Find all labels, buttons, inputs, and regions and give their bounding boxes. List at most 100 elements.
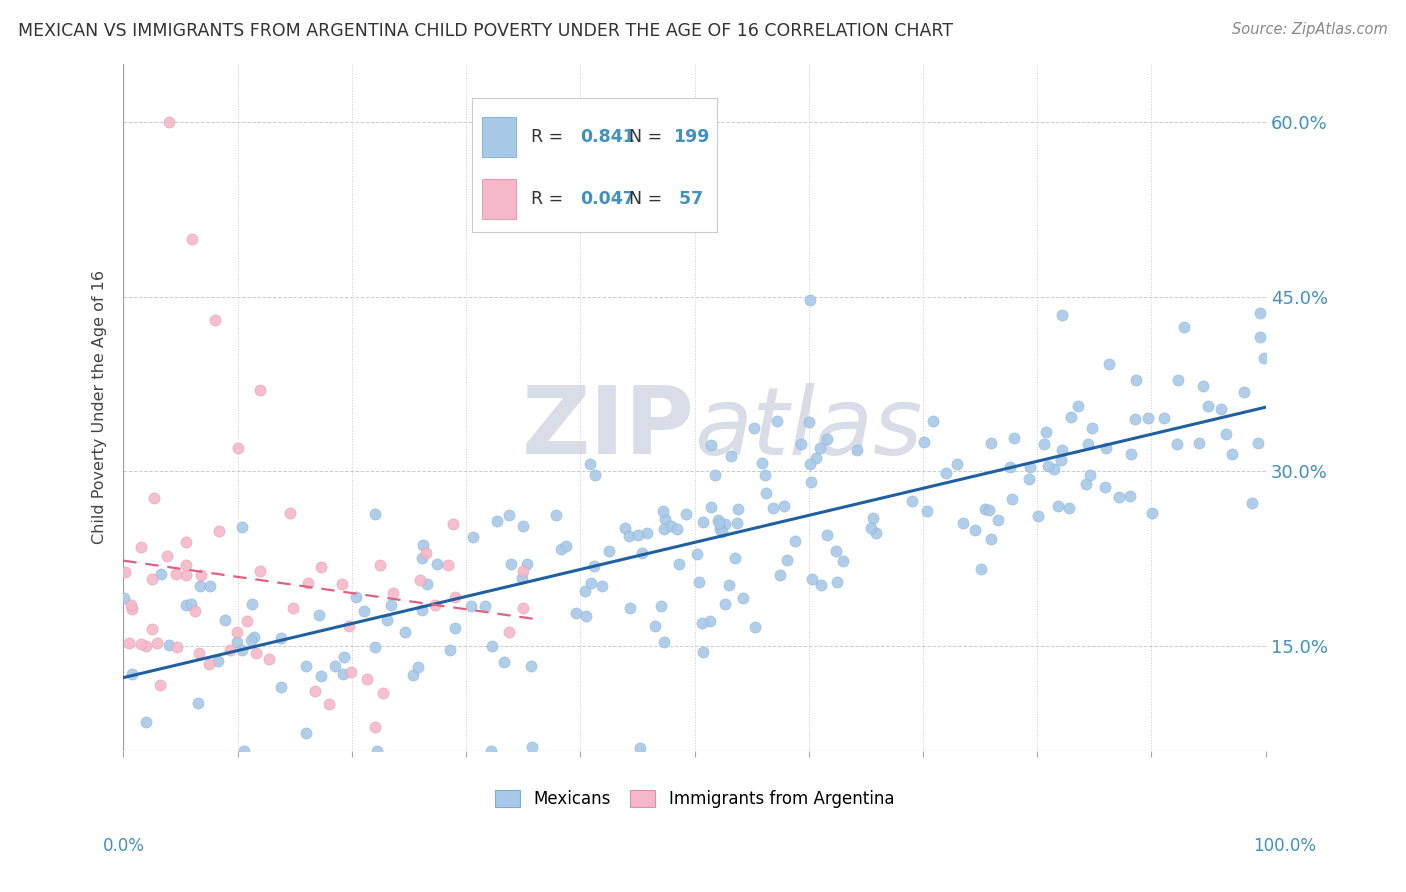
Point [323,659,346,673]
Point [332,666,354,681]
Point [512,601,534,615]
Point [709,522,731,536]
Point [1167,372,1189,386]
Point [187,646,209,660]
Point [1192,379,1215,393]
Point [498,625,520,640]
Point [583,468,606,483]
Point [582,559,605,574]
Point [231,643,253,657]
Point [353,604,375,618]
Point [1249,329,1271,343]
Point [235,614,257,628]
Point [174,568,197,582]
Point [980,532,1002,546]
Point [180,597,202,611]
Point [402,668,425,682]
Point [423,598,446,612]
Point [1050,443,1073,458]
Point [636,525,658,540]
Point [1209,402,1232,417]
Legend: Mexicans, Immigrants from Argentina: Mexicans, Immigrants from Argentina [488,783,901,814]
Point [270,631,292,645]
Point [270,680,292,694]
Point [654,512,676,526]
Point [308,608,330,623]
Point [707,516,730,531]
Point [311,560,333,574]
Point [461,530,484,544]
Point [1215,427,1237,442]
Point [129,540,152,554]
Point [817,432,839,446]
Point [977,503,1000,517]
Point [145,636,167,650]
Point [180,232,202,246]
Point [184,604,207,618]
Point [1233,384,1256,399]
Point [731,591,754,605]
Point [613,521,636,535]
Point [249,564,271,578]
Point [364,640,387,654]
Point [980,435,1002,450]
Point [304,684,326,698]
Point [1060,409,1083,424]
Point [411,550,433,565]
Point [339,665,361,679]
Point [522,739,544,754]
Point [394,625,416,640]
Point [865,526,887,541]
Text: 100.0%: 100.0% [1253,837,1316,855]
Point [659,518,682,533]
Point [1118,489,1140,503]
Point [1123,412,1146,426]
Point [498,508,520,523]
Point [1173,320,1195,334]
Point [751,456,773,470]
Point [157,638,180,652]
Point [204,313,226,327]
Point [575,608,598,623]
Point [371,686,394,700]
Point [165,566,187,581]
Point [692,645,714,659]
Point [333,650,356,665]
Point [1067,399,1090,413]
Point [1057,500,1080,515]
Point [1002,431,1025,445]
Point [1035,425,1057,439]
Point [832,554,855,568]
Point [1137,411,1160,425]
Point [364,507,387,521]
Point [644,619,666,633]
Point [912,435,935,450]
Point [245,646,267,660]
Point [225,635,247,649]
Point [1247,435,1270,450]
Point [727,501,749,516]
Point [1074,477,1097,491]
Point [714,597,737,611]
Point [1188,436,1211,450]
Point [710,525,733,540]
Point [295,659,318,673]
Point [1019,459,1042,474]
Text: MEXICAN VS IMMIGRANTS FROM ARGENTINA CHILD POVERTY UNDER THE AGE OF 16 CORRELATI: MEXICAN VS IMMIGRANTS FROM ARGENTINA CHI… [18,22,953,40]
Point [800,475,823,489]
Point [135,639,157,653]
Point [406,659,429,673]
Point [143,491,166,506]
Point [688,575,710,590]
Point [579,457,602,471]
Point [114,566,136,580]
Point [474,599,496,613]
Point [1197,399,1219,413]
Point [744,620,766,634]
Point [1052,309,1074,323]
Point [187,696,209,710]
Point [281,601,304,615]
Point [808,441,831,455]
Text: ZIP: ZIP [522,382,695,474]
Point [554,539,576,553]
